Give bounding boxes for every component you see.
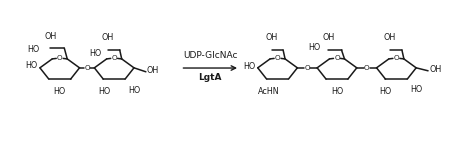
Text: HO: HO bbox=[128, 86, 140, 95]
Text: OH: OH bbox=[101, 33, 114, 42]
Text: HO: HO bbox=[331, 87, 343, 96]
Text: O: O bbox=[393, 55, 399, 61]
Text: HO: HO bbox=[53, 87, 66, 96]
Text: O: O bbox=[334, 55, 340, 61]
Text: O: O bbox=[275, 55, 280, 61]
Text: OH: OH bbox=[384, 33, 396, 42]
Text: AcHN: AcHN bbox=[258, 87, 279, 96]
Text: O: O bbox=[364, 65, 370, 71]
Text: HO: HO bbox=[379, 87, 392, 96]
Text: OH: OH bbox=[147, 66, 159, 75]
Text: O: O bbox=[84, 65, 90, 71]
Text: HO: HO bbox=[89, 49, 102, 59]
Text: HO: HO bbox=[26, 61, 38, 70]
Text: O: O bbox=[57, 55, 62, 61]
Text: HO: HO bbox=[308, 43, 320, 51]
Text: HO: HO bbox=[98, 87, 110, 96]
Text: HO: HO bbox=[244, 62, 256, 71]
Text: OH: OH bbox=[44, 32, 56, 41]
Text: OH: OH bbox=[429, 65, 441, 74]
Text: OH: OH bbox=[322, 33, 335, 42]
Text: O: O bbox=[111, 55, 117, 61]
Text: UDP-GlcNAc: UDP-GlcNAc bbox=[183, 51, 238, 60]
Text: HO: HO bbox=[410, 85, 423, 94]
Text: OH: OH bbox=[266, 33, 278, 42]
Text: O: O bbox=[305, 65, 310, 71]
Text: HO: HO bbox=[27, 45, 40, 54]
Text: LgtA: LgtA bbox=[199, 73, 222, 82]
